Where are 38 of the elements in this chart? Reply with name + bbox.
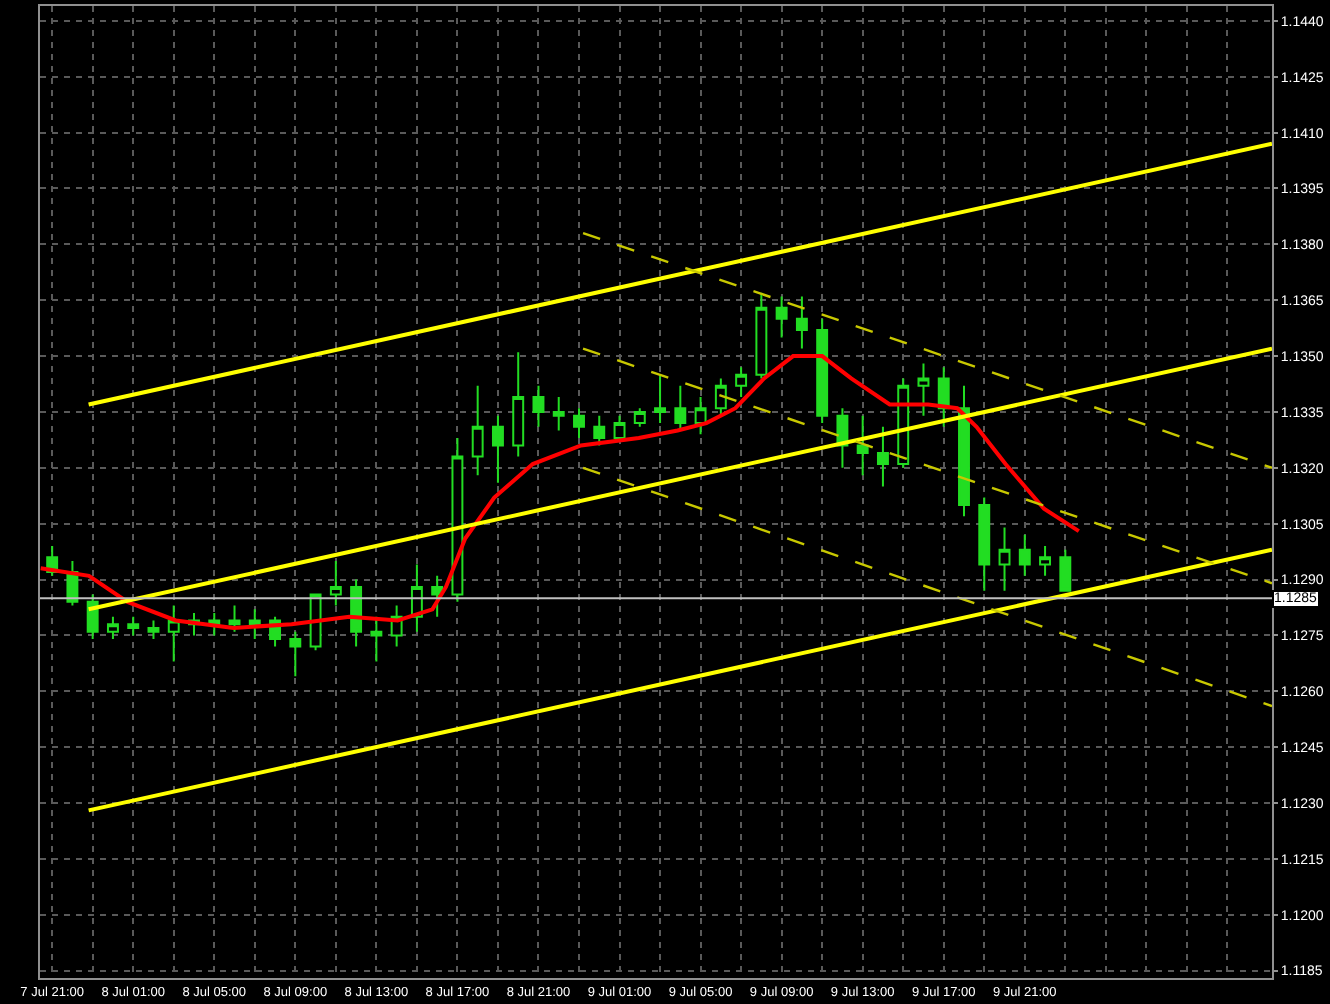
- candlestick: [167, 604, 180, 663]
- candlestick: [694, 396, 707, 436]
- candlestick: [613, 414, 626, 443]
- candlestick: [1059, 548, 1072, 592]
- candlestick: [552, 396, 565, 432]
- candlestick: [106, 615, 119, 641]
- candlestick: [228, 604, 241, 633]
- candlestick: [512, 351, 525, 458]
- candlestick: [532, 384, 545, 428]
- candlestick: [593, 414, 606, 447]
- candlestick: [856, 414, 869, 477]
- candlestick: [573, 407, 585, 439]
- candlestick: [876, 425, 889, 488]
- candlestick: [795, 295, 808, 350]
- candlestick: [917, 362, 930, 417]
- candlestick: [370, 615, 383, 663]
- candlestick: [654, 373, 667, 425]
- candlestick: [714, 377, 727, 417]
- candlestick: [431, 574, 444, 618]
- candlestick: [775, 295, 788, 339]
- candlestick: [633, 407, 646, 428]
- candlestick: [735, 366, 748, 399]
- candlestick: [958, 384, 970, 518]
- candlestick: [937, 366, 950, 428]
- candlestick: [248, 608, 261, 641]
- candlestick: [127, 615, 140, 637]
- candlestick: [147, 619, 160, 641]
- candlestick: [491, 414, 504, 484]
- candlestick: [471, 384, 484, 477]
- candlestick: [289, 630, 302, 678]
- candlestick: [978, 496, 991, 592]
- candlestick: [329, 559, 342, 607]
- candlestick: [1018, 533, 1031, 577]
- candlestick: [674, 384, 687, 432]
- candlestick: [1039, 545, 1052, 577]
- candlestick: [998, 526, 1011, 592]
- candlestick: [755, 291, 768, 380]
- candlestick: [816, 317, 829, 425]
